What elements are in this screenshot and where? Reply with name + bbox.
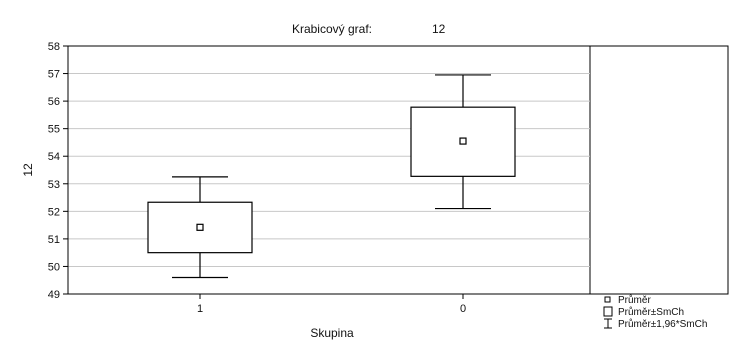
plot-frame [67, 45, 729, 295]
legend-label: Průměr [618, 294, 651, 306]
y-tick-label: 50 [48, 261, 60, 273]
y-tick-label: 53 [48, 179, 60, 191]
legend-point-icon [604, 296, 611, 303]
mean-point [459, 137, 467, 145]
y-tick-label: 55 [48, 124, 60, 136]
y-tick-label: 57 [48, 69, 60, 81]
legend-item-1: Průměr±SmCh [603, 306, 684, 318]
box-group-1 [147, 176, 253, 279]
legend-item-2: Průměr±1,96*SmCh [604, 318, 707, 330]
x-tick-label: 1 [197, 303, 203, 315]
y-tick-label: 56 [48, 96, 60, 108]
x-axis-label: Skupina [310, 326, 354, 340]
y-tick-label: 51 [48, 234, 60, 246]
box-group-0 [410, 74, 516, 210]
y-tick-label: 54 [48, 151, 60, 163]
y-axis-label: 12 [21, 163, 35, 177]
x-tick-label: 0 [460, 303, 466, 315]
box-series [147, 74, 516, 279]
mean-point [196, 223, 204, 231]
chart-title-value: 12 [432, 22, 446, 36]
legend-item-0: Průměr [604, 294, 651, 306]
y-tick-label: 52 [48, 206, 60, 218]
chart-title: Krabicový graf: [292, 22, 372, 36]
legend-label: Průměr±1,96*SmCh [618, 318, 707, 330]
legend-box-icon [603, 306, 613, 317]
legend-label: Průměr±SmCh [618, 306, 684, 318]
y-axis: 49 50 51 52 53 54 55 56 57 58 [48, 41, 68, 301]
y-tick-label: 49 [48, 289, 60, 301]
y-tick-label: 58 [48, 41, 60, 53]
